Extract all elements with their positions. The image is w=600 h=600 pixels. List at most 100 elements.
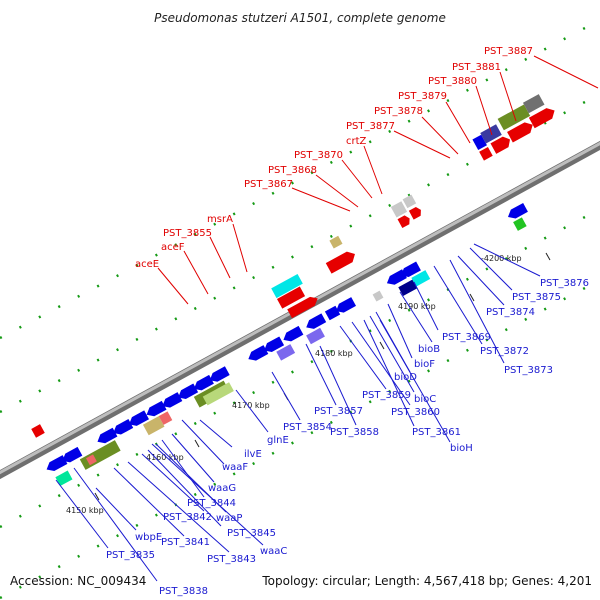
- topology-text: Topology: circular; Length: 4,567,418 bp…: [262, 574, 592, 588]
- gene-label-PST_3867[interactable]: PST_3867: [244, 179, 293, 190]
- gene-arrow: [113, 419, 134, 435]
- gene-label-PST_3875[interactable]: PST_3875: [512, 292, 561, 303]
- gene-block: [86, 454, 97, 466]
- gene-arrow: [62, 446, 83, 463]
- tick-label-4170: 4170 kbp: [232, 401, 270, 410]
- gene-block: [306, 327, 325, 345]
- gene-arrow: [193, 374, 214, 391]
- gene-arrow: [178, 383, 199, 400]
- forward-strand-genes: [31, 94, 555, 438]
- gene-arrow: [490, 136, 511, 154]
- gene-block: [372, 290, 384, 302]
- gene-label-waaC[interactable]: waaC: [260, 546, 287, 557]
- gene-label-PST_3859[interactable]: PST_3859: [362, 390, 411, 401]
- gene-block: [79, 440, 121, 470]
- gene-arrow: [397, 215, 410, 229]
- gene-label-waaP[interactable]: waaP: [216, 513, 242, 524]
- gene-block: [480, 124, 502, 144]
- gene-label-PST_3870[interactable]: PST_3870: [294, 150, 343, 161]
- gene-label-crtZ[interactable]: crtZ: [346, 136, 367, 147]
- gene-block: [497, 104, 531, 131]
- gene-arrow: [306, 313, 327, 329]
- gene-label-PST_3861[interactable]: PST_3861: [412, 427, 461, 438]
- gene-label-PST_3841[interactable]: PST_3841: [161, 537, 210, 548]
- gene-label-PST_3843[interactable]: PST_3843: [207, 554, 256, 565]
- gene-label-PST_3860[interactable]: PST_3860: [391, 407, 440, 418]
- gene-block: [472, 134, 487, 151]
- gene-label-PST_3855[interactable]: PST_3855: [163, 228, 212, 239]
- gene-label-aceE[interactable]: aceE: [135, 259, 159, 270]
- gene-block: [202, 382, 234, 406]
- map-title: Pseudomonas stutzeri A1501, complete gen…: [154, 11, 446, 25]
- accession-text: Accession: NC_009434: [10, 574, 147, 588]
- gene-label-bioC[interactable]: bioC: [414, 394, 436, 405]
- gene-label-PST_3874[interactable]: PST_3874: [486, 307, 535, 318]
- gene-label-bioB[interactable]: bioB: [418, 344, 440, 355]
- reverse-strand-genes: [46, 202, 528, 487]
- gene-arrow: [507, 122, 533, 143]
- gene-label-PST_3879[interactable]: PST_3879: [398, 91, 447, 102]
- gene-label-PST_3868[interactable]: PST_3868: [268, 165, 317, 176]
- gene-block: [411, 270, 431, 287]
- gene-label-PST_3876[interactable]: PST_3876: [540, 278, 589, 289]
- gene-label-PST_3857[interactable]: PST_3857: [314, 406, 363, 417]
- gene-block: [329, 235, 343, 249]
- gene-arrow: [386, 269, 407, 285]
- gene-label-waaG[interactable]: waaG: [208, 483, 236, 494]
- gene-block: [276, 286, 306, 309]
- gene-block: [390, 201, 408, 218]
- tick-label-4180: 4180 kbp: [315, 349, 353, 358]
- gene-label-PST_3878[interactable]: PST_3878: [374, 106, 423, 117]
- gene-label-PST_3881[interactable]: PST_3881: [452, 62, 501, 73]
- gene-label-PST_3869[interactable]: PST_3869: [442, 332, 491, 343]
- gene-label-PST_3844[interactable]: PST_3844: [187, 498, 236, 509]
- gene-label-PST_3845[interactable]: PST_3845: [227, 528, 276, 539]
- gene-block: [271, 274, 303, 299]
- gene-arrow: [264, 336, 285, 352]
- gene-arrow: [408, 206, 421, 220]
- gene-arrow: [400, 261, 421, 278]
- gene-arrow: [146, 400, 167, 417]
- tick-label-4160: 4160 kbp: [146, 453, 184, 462]
- gene-label-PST_3858[interactable]: PST_3858: [330, 427, 379, 438]
- gene-label-aceF[interactable]: aceF: [161, 242, 185, 253]
- gene-arrow: [336, 297, 357, 313]
- inner-dot-track: [0, 207, 600, 600]
- gene-label-PST_3854[interactable]: PST_3854: [283, 422, 332, 433]
- gene-arrow: [325, 251, 355, 274]
- gene-arrow: [46, 455, 68, 472]
- gene-label-PST_3842[interactable]: PST_3842: [163, 512, 212, 523]
- tick-labels: 4150 kbp 4160 kbp 4170 kbp 4180 kbp 4190…: [66, 254, 522, 515]
- gene-block: [402, 194, 417, 209]
- gene-arrow: [507, 202, 528, 219]
- gene-label-ilvE[interactable]: ilvE: [244, 449, 262, 460]
- top-leader-lines: [157, 55, 599, 305]
- gene-label-waaF[interactable]: waaF: [222, 462, 248, 473]
- gene-arrow: [162, 392, 183, 408]
- gene-label-PST_3838[interactable]: PST_3838: [159, 586, 208, 597]
- tick-label-4190: 4190 kbp: [398, 302, 436, 311]
- gene-label-PST_3880[interactable]: PST_3880: [428, 76, 477, 87]
- gene-label-PST_3877[interactable]: PST_3877: [346, 121, 395, 132]
- gene-label-PST_3873[interactable]: PST_3873: [504, 365, 553, 376]
- gene-label-bioF[interactable]: bioF: [414, 359, 435, 370]
- gene-label-bioD[interactable]: bioD: [394, 372, 417, 383]
- tick-label-4150: 4150 kbp: [66, 506, 104, 515]
- gene-label-PST_3872[interactable]: PST_3872: [480, 346, 529, 357]
- gene-label-msrA[interactable]: msrA: [207, 214, 233, 225]
- bottom-gene-labels: PST_3838 PST_3835 wbpE PST_3841 PST_3843…: [106, 278, 589, 597]
- gene-block: [158, 411, 173, 425]
- gene-block: [479, 146, 493, 161]
- gene-block: [522, 94, 545, 114]
- gene-label-wbpE[interactable]: wbpE: [135, 532, 162, 543]
- gene-label-glnE[interactable]: glnE: [267, 435, 289, 446]
- tick-label-4200: -4200 kbp: [481, 254, 522, 263]
- gene-label-PST_3835[interactable]: PST_3835: [106, 550, 155, 561]
- gene-label-PST_3887[interactable]: PST_3887: [484, 46, 533, 57]
- gene-label-bioH[interactable]: bioH: [450, 443, 473, 454]
- gene-arrow: [248, 345, 269, 361]
- gene-arrow: [129, 410, 150, 426]
- gene-arrow: [283, 325, 304, 342]
- gene-arrow: [528, 108, 555, 129]
